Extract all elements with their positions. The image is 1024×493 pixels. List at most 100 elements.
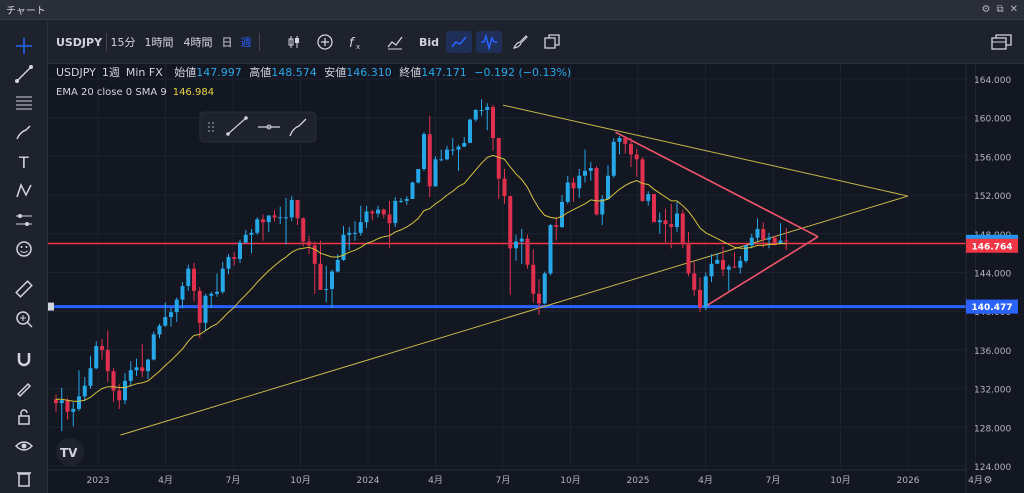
support-line-handle[interactable] bbox=[48, 302, 54, 311]
emoji-tool-icon[interactable] bbox=[12, 237, 36, 261]
long-trendline[interactable] bbox=[502, 104, 909, 197]
text-tool-icon[interactable]: T bbox=[12, 150, 36, 174]
candle bbox=[686, 231, 691, 277]
layout-icon[interactable] bbox=[540, 31, 564, 53]
candle-type-icon[interactable] bbox=[283, 31, 305, 53]
price-chart[interactable]: 164.000160.000156.000152.000148.000144.0… bbox=[48, 64, 1024, 493]
candle-body bbox=[174, 299, 179, 313]
triangle-trendline[interactable] bbox=[615, 131, 819, 238]
settings-icon[interactable]: ⚙ bbox=[981, 4, 991, 15]
candle-body bbox=[502, 178, 507, 197]
lock-icon[interactable] bbox=[12, 405, 36, 429]
candle-body bbox=[393, 200, 398, 224]
drawing-mode-icon[interactable] bbox=[12, 376, 36, 400]
x-tick-label: 10月 bbox=[560, 475, 580, 486]
candle-body bbox=[491, 107, 495, 139]
zoom-icon[interactable] bbox=[12, 307, 36, 331]
candle-body bbox=[318, 263, 323, 290]
close-icon[interactable]: ✕ bbox=[1009, 4, 1018, 15]
candle bbox=[531, 249, 536, 303]
legend-symbol: USDJPY bbox=[56, 66, 96, 79]
symbol-button[interactable]: USDJPY bbox=[55, 35, 103, 49]
x-tick-label: 2025 bbox=[627, 476, 650, 486]
candle-body bbox=[675, 213, 679, 228]
magnet-icon[interactable] bbox=[12, 347, 36, 371]
candle-body bbox=[519, 238, 524, 242]
interval-4h[interactable]: 4時間 bbox=[183, 36, 213, 49]
candle bbox=[761, 222, 766, 248]
x-tick-label: 7月 bbox=[766, 475, 781, 486]
candle bbox=[721, 246, 725, 277]
candle-body bbox=[71, 408, 76, 412]
crosshair-icon[interactable] bbox=[12, 34, 36, 58]
candle-body bbox=[571, 182, 576, 189]
legend-low: 146.310 bbox=[346, 66, 392, 79]
line-chart-icon[interactable] bbox=[446, 31, 472, 53]
candle bbox=[560, 195, 564, 228]
candle bbox=[59, 387, 64, 432]
horizontal-line-quick-icon[interactable] bbox=[258, 124, 280, 130]
candle-body bbox=[370, 211, 375, 214]
brush-tool-icon[interactable] bbox=[12, 120, 36, 144]
compare-icon[interactable] bbox=[314, 31, 336, 53]
trendline-tool-icon[interactable] bbox=[12, 62, 36, 86]
candle-body bbox=[594, 168, 599, 215]
legend-close: 147.171 bbox=[421, 66, 467, 79]
interval-week[interactable]: 週 bbox=[240, 36, 252, 49]
candle-body bbox=[623, 138, 628, 144]
legend-exchange: Min FX bbox=[126, 66, 163, 79]
brush-icon[interactable] bbox=[508, 31, 532, 53]
candle-body bbox=[554, 225, 559, 228]
interval-day[interactable]: 日 bbox=[221, 36, 233, 49]
candle bbox=[450, 138, 455, 156]
candle bbox=[186, 264, 191, 291]
candle bbox=[554, 217, 559, 241]
brush-quick-icon[interactable] bbox=[289, 118, 307, 137]
candle-body bbox=[278, 217, 283, 219]
candle-body bbox=[307, 241, 311, 246]
candle bbox=[629, 138, 633, 168]
axis-settings-icon[interactable]: ⚙ bbox=[984, 475, 993, 486]
interval-15m[interactable]: 15分 bbox=[110, 36, 136, 49]
candle bbox=[353, 221, 357, 241]
ema-price-badge-text: 146.764 bbox=[972, 242, 1013, 252]
candle bbox=[203, 293, 208, 331]
prediction-tool-icon[interactable] bbox=[12, 208, 36, 232]
templates-icon[interactable] bbox=[384, 31, 406, 53]
drag-handle-icon[interactable] bbox=[208, 122, 214, 132]
trash-icon[interactable] bbox=[12, 466, 36, 490]
candle bbox=[261, 214, 265, 241]
svg-text:TV: TV bbox=[60, 446, 78, 460]
x-tick-label: 4月 bbox=[698, 475, 713, 486]
candle bbox=[266, 215, 271, 232]
wave-icon[interactable] bbox=[476, 31, 502, 53]
x-tick-label: 10月 bbox=[830, 475, 850, 486]
ruler-icon[interactable] bbox=[12, 277, 36, 301]
window-title: チャート bbox=[6, 6, 46, 17]
candle bbox=[105, 330, 110, 382]
pattern-tool-icon[interactable] bbox=[12, 179, 36, 203]
interval-1h[interactable]: 1時間 bbox=[144, 36, 174, 49]
eye-icon[interactable] bbox=[12, 434, 36, 458]
candle-body bbox=[433, 159, 438, 187]
candle bbox=[698, 277, 702, 313]
popout-icon[interactable]: ⧉ bbox=[996, 4, 1004, 15]
support-price-badge-text: 140.477 bbox=[972, 303, 1013, 313]
multi-layout-icon[interactable] bbox=[988, 31, 1016, 53]
candle bbox=[301, 217, 306, 247]
candle bbox=[634, 148, 639, 177]
candle bbox=[399, 198, 403, 203]
candle bbox=[393, 197, 398, 228]
trendline-quick-icon[interactable] bbox=[226, 116, 248, 136]
candle bbox=[468, 118, 472, 143]
candle bbox=[462, 137, 467, 147]
price-source-button[interactable]: Bid bbox=[418, 35, 440, 49]
long-trendline[interactable] bbox=[120, 195, 909, 436]
fib-tool-icon[interactable] bbox=[12, 91, 36, 115]
candle-body bbox=[341, 234, 346, 260]
candle bbox=[307, 235, 311, 255]
candle bbox=[330, 269, 334, 309]
triangle-trendline[interactable] bbox=[705, 236, 819, 308]
